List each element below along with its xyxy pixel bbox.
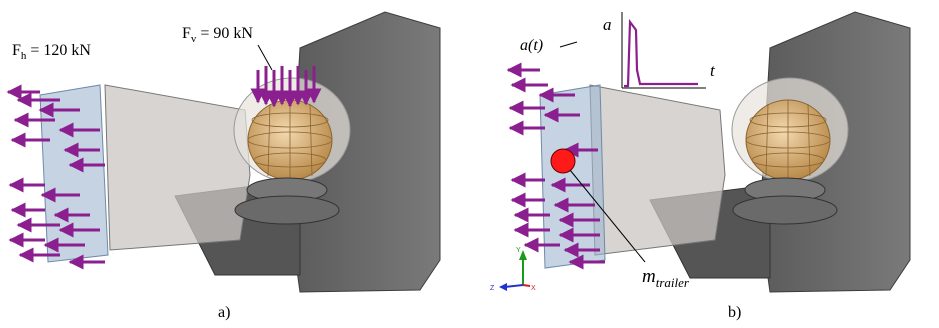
caption-b: b) — [728, 304, 742, 321]
coordinate-triad: Y Z X — [490, 247, 536, 292]
triad-x-label: X — [531, 285, 536, 292]
panel-b-model — [539, 11, 911, 293]
ball-flange — [234, 195, 340, 225]
ball-mesh — [247, 100, 333, 180]
acceleration-arrows — [506, 62, 605, 270]
caption-a: a) — [218, 304, 231, 321]
force-h-label: Fh = 120 kN — [12, 42, 91, 62]
graph-x-label: t — [710, 61, 716, 80]
force-v-label: Fv = 90 kN — [182, 25, 253, 45]
triad-y-label: Y — [516, 247, 521, 254]
trailer-mass-label: mtrailer — [642, 266, 690, 290]
vertical-load-arrows — [250, 66, 322, 108]
ball-flange — [732, 195, 838, 225]
fv-leader — [257, 44, 273, 71]
acceleration-time-graph: a t — [603, 12, 716, 89]
tow-arm — [104, 84, 251, 251]
ball-mesh — [745, 100, 831, 180]
acceleration-pulse — [624, 18, 698, 88]
mass-leader — [569, 169, 646, 263]
tow-arm — [589, 84, 726, 256]
front-plate — [39, 84, 109, 263]
panel-a-model — [39, 11, 441, 293]
trailer-mass-marker — [550, 148, 576, 174]
accel-label: a(t) — [520, 37, 543, 54]
triad-z-label: Z — [490, 285, 495, 292]
horizontal-load-arrows — [6, 84, 105, 270]
front-plate — [539, 84, 606, 269]
accel-leader — [559, 41, 578, 48]
graph-y-label: a — [603, 15, 612, 34]
